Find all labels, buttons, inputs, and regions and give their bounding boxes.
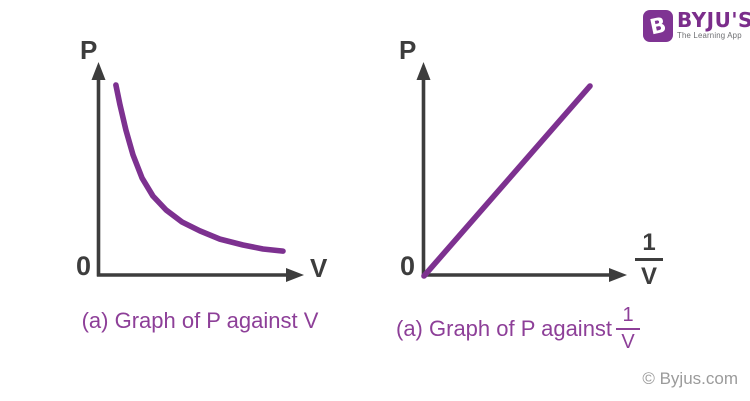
byjus-brand-name: BYJU'S <box>677 8 750 32</box>
right-caption-fraction-numerator: 1 <box>616 305 641 330</box>
right-chart-caption-text: (a) Graph of P against <box>396 316 613 341</box>
right-chart-caption: (a) Graph of P against 1 V <box>396 303 641 355</box>
copyright-text: © Byjus.com <box>642 369 738 388</box>
right-y-axis-label: P <box>399 35 417 65</box>
byjus-logo-text: BYJU'S The Learning App <box>677 10 750 40</box>
right-x-axis-fraction-denominator: V <box>640 263 657 291</box>
right-chart-caption-fraction: 1 V <box>616 305 641 353</box>
left-y-axis-label: P <box>80 35 98 65</box>
left-origin-label: 0 <box>76 251 92 281</box>
right-origin-label: 0 <box>400 251 416 281</box>
right-x-axis-label-fraction: 1 V <box>635 230 663 289</box>
right-chart-axes <box>416 62 627 282</box>
right-x-axis-fraction-numerator: 1 <box>635 230 663 262</box>
right-chart-line <box>421 83 593 279</box>
byjus-logo-icon: B <box>643 10 673 42</box>
byjus-logo: B BYJU'S The Learning App <box>643 10 750 42</box>
right-caption-fraction-denominator: V <box>621 331 635 353</box>
left-x-axis-arrow-icon <box>286 268 304 282</box>
right-x-axis-arrow-icon <box>609 268 627 282</box>
left-chart-caption: (a) Graph of P against V <box>81 308 319 333</box>
left-chart-curve <box>113 82 286 254</box>
left-x-axis-label: V <box>310 253 328 283</box>
byjus-logo-icon-letter: B <box>647 12 669 40</box>
right-y-axis-arrow-icon <box>416 62 431 80</box>
byjus-tagline: The Learning App <box>677 31 742 40</box>
left-chart-axes <box>91 62 304 282</box>
left-y-axis-arrow-icon <box>91 62 106 80</box>
